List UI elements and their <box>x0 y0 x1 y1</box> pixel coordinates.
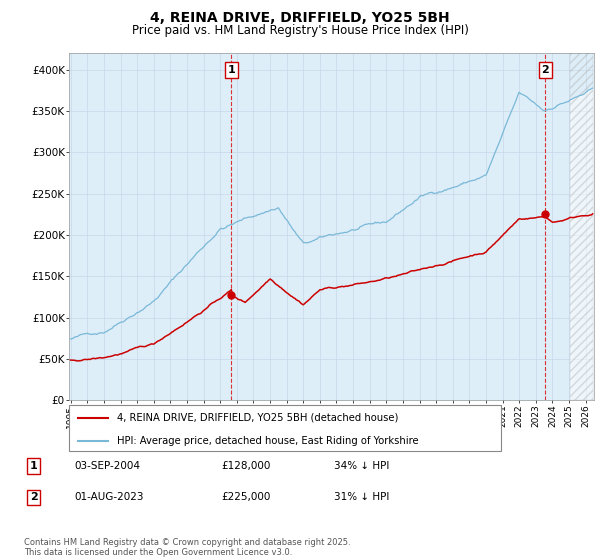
Text: 2: 2 <box>29 492 37 502</box>
Text: 4, REINA DRIVE, DRIFFIELD, YO25 5BH: 4, REINA DRIVE, DRIFFIELD, YO25 5BH <box>150 11 450 25</box>
Text: 1: 1 <box>29 461 37 471</box>
Text: 34% ↓ HPI: 34% ↓ HPI <box>334 461 389 471</box>
Text: HPI: Average price, detached house, East Riding of Yorkshire: HPI: Average price, detached house, East… <box>116 436 418 446</box>
Text: 4, REINA DRIVE, DRIFFIELD, YO25 5BH (detached house): 4, REINA DRIVE, DRIFFIELD, YO25 5BH (det… <box>116 413 398 423</box>
Text: Contains HM Land Registry data © Crown copyright and database right 2025.
This d: Contains HM Land Registry data © Crown c… <box>24 538 350 557</box>
Text: 03-SEP-2004: 03-SEP-2004 <box>75 461 141 471</box>
Text: £128,000: £128,000 <box>221 461 271 471</box>
Text: 31% ↓ HPI: 31% ↓ HPI <box>334 492 389 502</box>
Text: 2: 2 <box>542 65 550 74</box>
Text: Price paid vs. HM Land Registry's House Price Index (HPI): Price paid vs. HM Land Registry's House … <box>131 24 469 36</box>
Text: £225,000: £225,000 <box>221 492 271 502</box>
Text: 01-AUG-2023: 01-AUG-2023 <box>75 492 144 502</box>
Text: 1: 1 <box>227 65 235 74</box>
FancyBboxPatch shape <box>69 405 501 451</box>
